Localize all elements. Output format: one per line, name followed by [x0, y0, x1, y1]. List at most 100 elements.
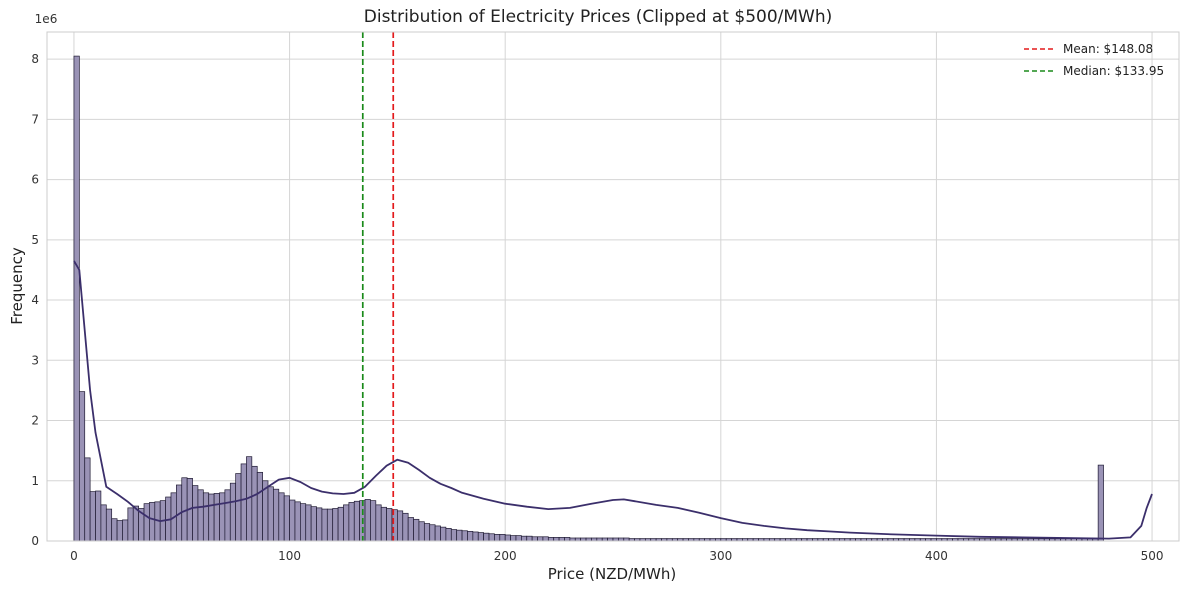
histogram-bar [542, 536, 549, 542]
histogram-bar [73, 55, 80, 542]
histogram-bar [116, 520, 123, 542]
histogram-bar [370, 500, 377, 542]
x-tick-label: 100 [278, 549, 301, 563]
histogram-bar [472, 531, 479, 542]
histogram-bar [397, 510, 404, 542]
histogram-bar [375, 504, 382, 542]
histogram-bar [219, 492, 226, 542]
histogram-bar [202, 492, 210, 542]
histogram-bar [450, 529, 458, 542]
histogram-bar [283, 495, 290, 542]
histogram-bar [310, 506, 317, 542]
legend-median-label: Median: $133.95 [1063, 64, 1164, 78]
grid-lines [47, 32, 1179, 542]
y-tick-label: 5 [31, 233, 39, 247]
histogram-bar [515, 535, 522, 542]
histogram-bar [386, 508, 393, 542]
histogram-bar [100, 504, 107, 542]
histogram-bar [273, 488, 280, 542]
histogram-bar [477, 532, 484, 542]
histogram-bar [197, 489, 204, 542]
x-tick-label: 300 [709, 549, 732, 563]
x-axis-ticks: 0 100 200 300 400 500 [70, 549, 1163, 563]
plot-frame [46, 31, 1180, 542]
histogram-bar [526, 535, 533, 542]
histogram-bar [521, 535, 528, 542]
y-tick-label: 8 [31, 52, 39, 66]
histogram-bar [321, 508, 328, 542]
histogram-bar [240, 463, 247, 542]
histogram-bar [547, 537, 555, 542]
histogram-bar [494, 534, 501, 542]
y-tick-label: 3 [31, 353, 39, 367]
histogram-bar [208, 493, 215, 542]
histogram-bar [343, 504, 350, 542]
y-tick-label: 7 [31, 112, 39, 126]
histogram-bar [402, 512, 409, 542]
histogram-bar [305, 504, 312, 542]
chart-title: Distribution of Electricity Prices (Clip… [364, 7, 833, 27]
histogram-bar [149, 502, 156, 542]
histogram-bar [326, 508, 334, 542]
x-tick-label: 400 [925, 549, 948, 563]
histogram-bar [423, 523, 431, 542]
histogram-bar [229, 482, 237, 542]
histogram-bars [73, 55, 1104, 542]
histogram-bar [537, 536, 544, 542]
histogram-bar [364, 499, 371, 542]
histogram-bar [89, 491, 96, 542]
histogram-bar [456, 529, 463, 542]
legend: Mean: $148.08 Median: $133.95 [1024, 42, 1164, 78]
histogram-bar [84, 457, 91, 542]
histogram-bar [127, 507, 134, 542]
histogram-bar [143, 503, 150, 542]
histogram-bar [553, 537, 560, 542]
histogram-bar [213, 493, 220, 542]
histogram-bar [105, 508, 113, 542]
histogram-bar [380, 506, 387, 542]
histogram-bar [531, 536, 538, 542]
histogram-bar [429, 524, 436, 542]
histogram-bar [434, 525, 441, 542]
x-tick-label: 200 [494, 549, 517, 563]
y-tick-label: 6 [31, 173, 39, 187]
y-axis-title: Frequency [8, 247, 26, 325]
y-tick-label: 1 [31, 474, 39, 488]
histogram-bar [256, 471, 263, 542]
histogram-bar [289, 499, 296, 542]
histogram-bar [316, 507, 323, 542]
histogram-bar [440, 526, 447, 542]
reference-lines [361, 32, 395, 541]
histogram-bar [267, 486, 274, 542]
kde-curve [73, 260, 1153, 540]
histogram-bar [122, 519, 129, 542]
histogram-bar [278, 492, 285, 542]
histogram-bar [353, 500, 360, 542]
x-tick-label: 0 [70, 549, 78, 563]
histogram-bar [413, 518, 420, 542]
histogram-bar [407, 517, 414, 542]
y-tick-label: 4 [31, 293, 39, 307]
histogram-bar [488, 533, 495, 542]
histogram-bar [461, 530, 468, 542]
x-tick-label: 500 [1141, 549, 1164, 563]
histogram-bar [235, 473, 242, 542]
histogram-bar [300, 503, 307, 542]
y-tick-label: 2 [31, 414, 39, 428]
histogram-bar [337, 506, 344, 542]
histogram-bar [332, 508, 339, 542]
x-axis-title: Price (NZD/MWh) [548, 565, 676, 583]
histogram-bar [499, 534, 506, 542]
histogram-bar [467, 531, 474, 542]
histogram-bar [564, 537, 571, 542]
histogram-bar [95, 490, 102, 542]
y-tick-label: 0 [31, 534, 39, 548]
histogram-bar [483, 532, 490, 542]
histogram-bar [558, 537, 565, 542]
y-axis-ticks: 0 1 2 3 4 5 6 7 8 [31, 52, 39, 548]
histogram-bar [510, 535, 517, 542]
histogram-bar [224, 489, 231, 542]
histogram-bar [192, 485, 199, 542]
histogram-bar [78, 391, 86, 542]
